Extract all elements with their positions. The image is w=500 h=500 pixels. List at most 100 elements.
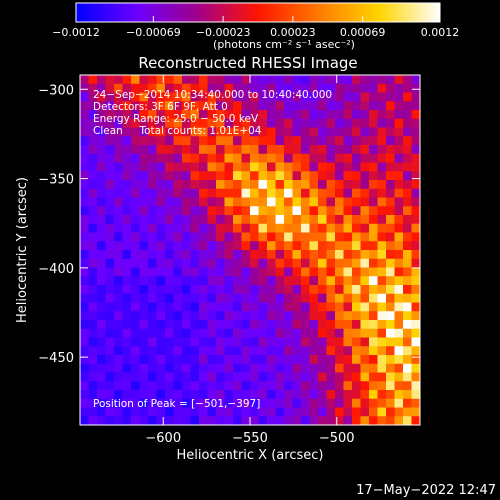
heatmap-cell [275, 355, 285, 365]
heatmap-cell [233, 180, 242, 190]
heatmap-cell [139, 145, 149, 155]
heatmap-cell [318, 206, 327, 216]
heatmap-cell [88, 92, 98, 102]
heatmap-cell [122, 311, 132, 321]
heatmap-cell [258, 197, 268, 207]
heatmap-cell [360, 162, 370, 172]
heatmap-cell [216, 398, 225, 408]
heatmap-cell [411, 223, 420, 233]
heatmap-cell [411, 276, 420, 286]
heatmap-cell [411, 153, 420, 163]
heatmap-cell [318, 118, 327, 128]
heatmap-cell [156, 188, 166, 198]
heatmap-cell [114, 258, 123, 268]
heatmap-cell [165, 83, 174, 93]
heatmap-cell [250, 390, 259, 400]
heatmap-cell [105, 328, 115, 338]
heatmap-cell [377, 101, 387, 111]
heatmap-cell [386, 118, 395, 128]
heatmap-cell [80, 302, 89, 312]
heatmap-cell [114, 180, 123, 190]
heatmap-cell [97, 320, 106, 330]
heatmap-cell [207, 241, 217, 251]
heatmap-cell [369, 311, 378, 321]
heatmap-cell [352, 302, 361, 312]
heatmap-cell [301, 267, 310, 277]
heatmap-cell [335, 92, 344, 102]
heatmap-cell [301, 162, 310, 172]
heatmap-cell [377, 110, 387, 120]
heatmap-cell [301, 215, 310, 225]
heatmap-cell [343, 407, 353, 417]
heatmap-cell [224, 127, 234, 137]
heatmap-cell [360, 215, 370, 225]
heatmap-cell [301, 118, 310, 128]
heatmap-cell [233, 390, 242, 400]
heatmap-cell [241, 83, 251, 93]
heatmap-cell [275, 241, 285, 251]
heatmap-cell [199, 398, 208, 408]
heatmap-cell [258, 75, 268, 85]
heatmap-cell [182, 127, 191, 137]
heatmap-cell [386, 92, 395, 102]
annotation-clean-counts: Clean Total counts: 1.01E+04 [93, 125, 262, 137]
heatmap-cell [148, 136, 157, 146]
heatmap-cell [182, 250, 191, 260]
heatmap-cell [190, 363, 200, 373]
heatmap-cell [411, 92, 420, 102]
heatmap-cell [335, 407, 344, 417]
heatmap-cell [403, 110, 412, 120]
heatmap-cell [267, 293, 276, 303]
heatmap-cell [301, 136, 310, 146]
heatmap-cell [394, 162, 404, 172]
heatmap-cell [131, 416, 140, 425]
heatmap-cell [318, 188, 327, 198]
heatmap-cell [403, 407, 412, 417]
heatmap-cell [258, 302, 268, 312]
heatmap-cell [199, 223, 208, 233]
heatmap-cell [173, 390, 183, 400]
heatmap-cell [224, 355, 234, 365]
heatmap-cell [122, 355, 132, 365]
heatmap-cell [224, 311, 234, 321]
heatmap-cell [224, 145, 234, 155]
heatmap-cell [241, 180, 251, 190]
heatmap-cell [352, 276, 361, 286]
heatmap-cell [301, 145, 310, 155]
heatmap-cell [258, 250, 268, 260]
heatmap-cell [122, 337, 132, 347]
heatmap-cell [224, 92, 234, 102]
colorbar-unit-label: (photons cm⁻² s⁻¹ asec⁻²) [213, 38, 355, 51]
heatmap-cell [258, 258, 268, 268]
heatmap-cell [411, 101, 420, 111]
heatmap-cell [199, 293, 208, 303]
heatmap-cell [275, 311, 285, 321]
heatmap-cell [105, 110, 115, 120]
heatmap-cell [360, 390, 370, 400]
heatmap-cell [343, 346, 353, 356]
heatmap-cell [80, 285, 89, 295]
heatmap-cell [309, 390, 319, 400]
heatmap-cell [411, 398, 420, 408]
heatmap-cell [377, 206, 387, 216]
heatmap-cell [241, 337, 251, 347]
heatmap-cell [343, 372, 353, 382]
heatmap-cell [326, 381, 336, 391]
heatmap-cell [309, 416, 319, 425]
heatmap-cell [411, 293, 420, 303]
heatmap-cell [156, 302, 166, 312]
heatmap-cell [131, 223, 140, 233]
heatmap-cell [250, 250, 259, 260]
heatmap-cell [258, 398, 268, 408]
heatmap-cell [352, 101, 361, 111]
heatmap-cell [403, 372, 412, 382]
heatmap-cell [403, 390, 412, 400]
heatmap-cell [335, 232, 344, 242]
heatmap-cell [386, 180, 395, 190]
heatmap-cell [139, 337, 149, 347]
heatmap-cell [165, 285, 174, 295]
heatmap-cell [369, 180, 378, 190]
colorbar-tick-label: −0.00069 [126, 26, 181, 39]
heatmap-cell [267, 92, 276, 102]
heatmap-cell [173, 232, 183, 242]
